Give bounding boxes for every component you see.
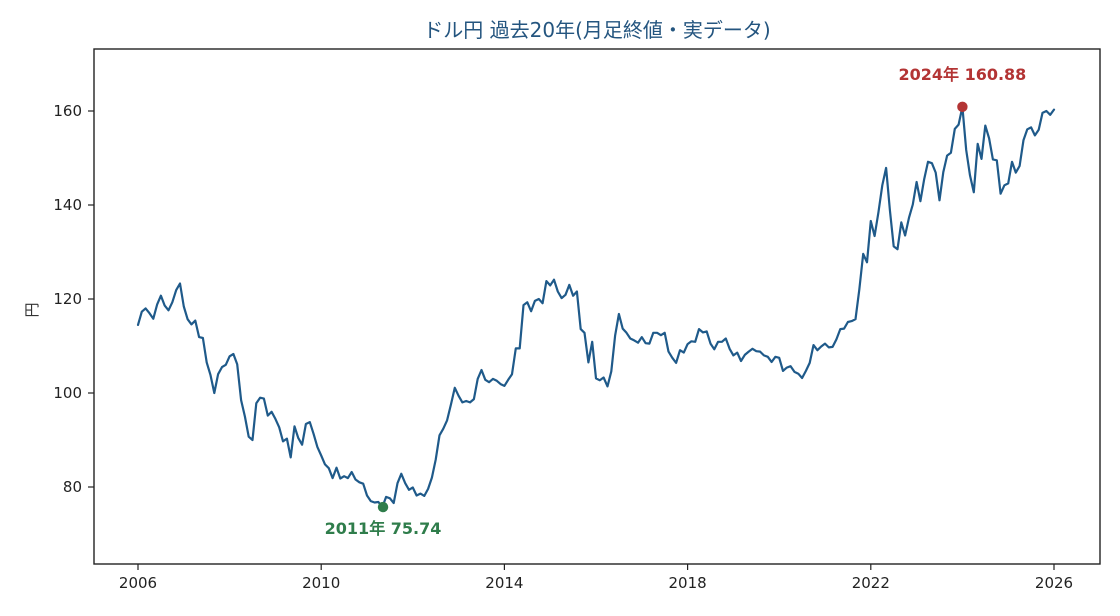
- y-axis: 80 100 120 140 160: [53, 102, 94, 496]
- x-tick-label: 2026: [1035, 574, 1073, 592]
- x-tick-label: 2014: [485, 574, 523, 592]
- x-tick-label: 2006: [119, 574, 157, 592]
- x-tick-label: 2018: [669, 574, 707, 592]
- y-tick-label: 140: [53, 196, 82, 214]
- chart-title: ドル円 過去20年(月足終値・実データ): [423, 18, 770, 42]
- y-tick-label: 100: [53, 384, 82, 402]
- x-tick-label: 2010: [302, 574, 340, 592]
- y-tick-label: 80: [63, 478, 82, 496]
- x-axis: 2006 2010 2014 2018 2022 2026: [119, 564, 1073, 592]
- y-tick-label: 160: [53, 102, 82, 120]
- min-annotation-label: 2011年 75.74: [325, 519, 442, 538]
- x-tick-label: 2022: [852, 574, 890, 592]
- y-tick-label: 120: [53, 290, 82, 308]
- max-annotation-label: 2024年 160.88: [898, 65, 1026, 84]
- min-marker: [377, 501, 389, 513]
- series-line: [136, 105, 1056, 509]
- max-marker: [957, 101, 968, 113]
- y-axis-label: 円: [23, 302, 41, 317]
- annotations: 2024年 160.88 2011年 75.74: [325, 65, 1027, 538]
- plot-frame: [93, 48, 1101, 565]
